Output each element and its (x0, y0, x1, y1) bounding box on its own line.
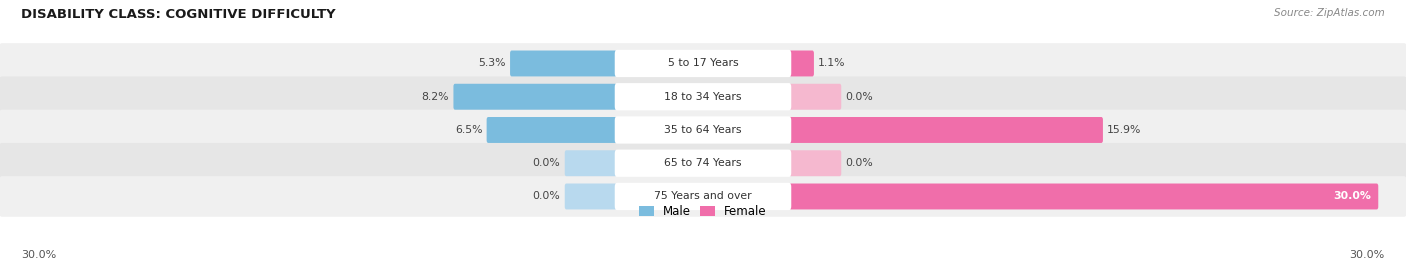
Text: 0.0%: 0.0% (845, 158, 873, 168)
FancyBboxPatch shape (614, 83, 792, 110)
Text: 1.1%: 1.1% (818, 58, 846, 69)
Text: 0.0%: 0.0% (533, 191, 561, 202)
Text: 35 to 64 Years: 35 to 64 Years (664, 125, 742, 135)
FancyBboxPatch shape (486, 117, 617, 143)
FancyBboxPatch shape (789, 184, 1378, 210)
Text: 75 Years and over: 75 Years and over (654, 191, 752, 202)
FancyBboxPatch shape (614, 50, 792, 77)
FancyBboxPatch shape (0, 76, 1406, 117)
FancyBboxPatch shape (0, 43, 1406, 84)
FancyBboxPatch shape (789, 50, 814, 76)
Text: DISABILITY CLASS: COGNITIVE DIFFICULTY: DISABILITY CLASS: COGNITIVE DIFFICULTY (21, 8, 336, 21)
FancyBboxPatch shape (789, 117, 1102, 143)
FancyBboxPatch shape (0, 143, 1406, 184)
Text: 0.0%: 0.0% (845, 92, 873, 102)
FancyBboxPatch shape (510, 50, 617, 76)
FancyBboxPatch shape (614, 150, 792, 177)
FancyBboxPatch shape (0, 176, 1406, 217)
Text: 5 to 17 Years: 5 to 17 Years (668, 58, 738, 69)
FancyBboxPatch shape (789, 150, 841, 176)
FancyBboxPatch shape (0, 110, 1406, 150)
FancyBboxPatch shape (565, 184, 617, 210)
Text: 18 to 34 Years: 18 to 34 Years (664, 92, 742, 102)
Legend: Male, Female: Male, Female (634, 200, 772, 223)
Text: 5.3%: 5.3% (478, 58, 506, 69)
Text: 8.2%: 8.2% (422, 92, 449, 102)
Text: 65 to 74 Years: 65 to 74 Years (664, 158, 742, 168)
Text: 0.0%: 0.0% (533, 158, 561, 168)
Text: 6.5%: 6.5% (454, 125, 482, 135)
FancyBboxPatch shape (454, 84, 617, 110)
Text: 30.0%: 30.0% (1350, 250, 1385, 260)
Text: 30.0%: 30.0% (1333, 191, 1371, 202)
FancyBboxPatch shape (614, 116, 792, 144)
FancyBboxPatch shape (789, 84, 841, 110)
Text: 15.9%: 15.9% (1108, 125, 1142, 135)
FancyBboxPatch shape (614, 183, 792, 210)
Text: 30.0%: 30.0% (21, 250, 56, 260)
FancyBboxPatch shape (565, 150, 617, 176)
Text: Source: ZipAtlas.com: Source: ZipAtlas.com (1274, 8, 1385, 18)
